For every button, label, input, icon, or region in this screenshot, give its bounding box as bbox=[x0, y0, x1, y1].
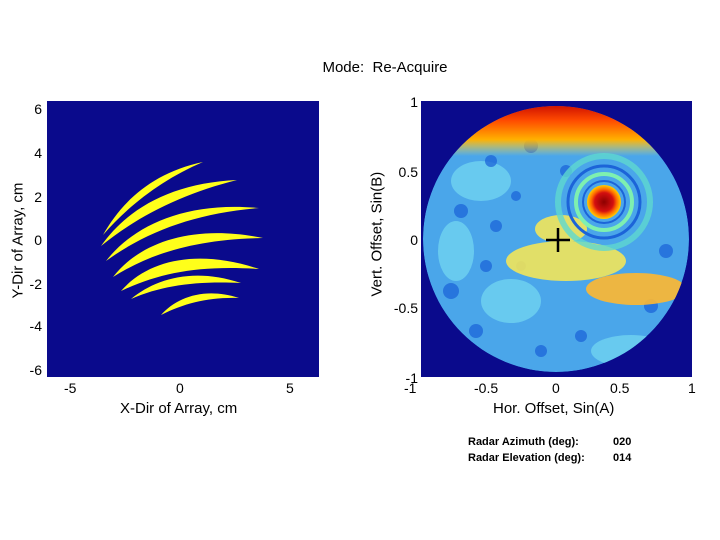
array-xtick: 5 bbox=[286, 380, 294, 396]
array-stripe bbox=[113, 233, 263, 277]
beam-xtick: -0.5 bbox=[474, 380, 499, 396]
crosshair-icon bbox=[546, 228, 570, 252]
elevation-value: 014 bbox=[613, 452, 632, 464]
beam-ytick: 0.5 bbox=[398, 164, 418, 180]
beam-xtick: 1 bbox=[688, 380, 696, 396]
beam-ytick: 1 bbox=[410, 94, 418, 110]
elevation-label: Radar Elevation (deg): bbox=[468, 452, 585, 464]
mode-value: Re-Acquire bbox=[372, 59, 448, 76]
array-stripe bbox=[131, 275, 241, 299]
peak-rings bbox=[555, 153, 653, 251]
array-ytick: -6 bbox=[29, 362, 42, 378]
array-ytick: 6 bbox=[34, 101, 42, 117]
array-stripe bbox=[161, 293, 239, 315]
array-ytick: 2 bbox=[34, 189, 42, 205]
beam-ytick: 0 bbox=[410, 232, 418, 248]
beam-peak bbox=[587, 185, 621, 219]
array-ytick: 0 bbox=[34, 232, 42, 248]
beam-xtick: 0 bbox=[552, 380, 560, 396]
array-ytick: -4 bbox=[29, 318, 42, 334]
beam-plot-canvas bbox=[421, 101, 692, 377]
azimuth-label: Radar Azimuth (deg): bbox=[468, 436, 579, 448]
array-stripe bbox=[106, 206, 259, 261]
array-ytick: -2 bbox=[29, 276, 42, 292]
array-plot-canvas bbox=[47, 101, 319, 377]
beam-xtick: 0.5 bbox=[610, 380, 630, 396]
array-xlabel: X-Dir of Array, cm bbox=[120, 400, 238, 417]
beam-ytick: -0.5 bbox=[393, 300, 418, 316]
beam-ytick: -1 bbox=[405, 370, 418, 386]
array-xtick: 0 bbox=[176, 380, 184, 396]
array-xtick: -5 bbox=[64, 380, 77, 396]
beam-xlabel: Hor. Offset, Sin(A) bbox=[493, 400, 615, 417]
beam-ylabel: Vert. Offset, Sin(B) bbox=[368, 171, 386, 297]
beam-xtick: -1 bbox=[404, 380, 417, 396]
array-ylabel: Y-Dir of Array, cm bbox=[9, 182, 27, 299]
array-stripe bbox=[121, 258, 259, 291]
array-elements bbox=[101, 162, 263, 315]
mode-label: Mode: bbox=[322, 59, 365, 76]
azimuth-value: 020 bbox=[613, 436, 632, 448]
mode-title: Mode: Re-Acquire bbox=[0, 59, 720, 76]
array-ytick: 4 bbox=[34, 145, 42, 161]
